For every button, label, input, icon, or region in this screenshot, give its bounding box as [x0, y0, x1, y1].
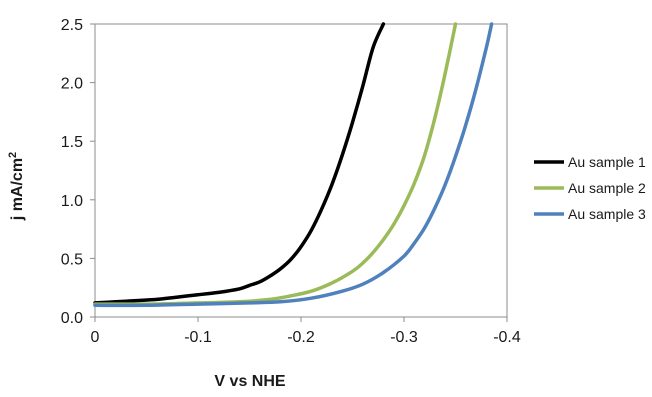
y-tick-label: 1.0	[61, 193, 83, 210]
x-axis-ticks: 0 -0.1 -0.2 -0.3 -0.4	[91, 317, 521, 346]
legend-label-3: Au sample 3	[568, 206, 646, 222]
series-layer	[93, 22, 494, 308]
x-tick-label: -0.4	[493, 329, 521, 346]
y-tick-label: 0.5	[61, 251, 83, 268]
x-axis-title: V vs NHE	[214, 373, 285, 390]
y-axis-title-main: j mA/cm	[9, 158, 26, 221]
y-tick-label: 2.5	[61, 17, 83, 34]
y-axis-title-superscript: 2	[7, 152, 19, 158]
legend-label-1: Au sample 1	[568, 154, 646, 170]
series-line-3	[93, 22, 494, 308]
legend: Au sample 1 Au sample 2 Au sample 3	[534, 154, 646, 222]
y-axis-ticks: 0.0 0.5 1.0 1.5 2.0 2.5	[61, 17, 95, 327]
x-tick-label: -0.2	[287, 329, 315, 346]
legend-label-2: Au sample 2	[568, 180, 646, 196]
y-axis-title: j mA/cm2	[7, 152, 26, 221]
y-tick-label: 0.0	[61, 310, 83, 327]
x-tick-label: -0.3	[390, 329, 418, 346]
series-line-1	[93, 22, 386, 305]
x-tick-label: -0.1	[184, 329, 212, 346]
y-tick-label: 2.0	[61, 76, 83, 93]
series-line-2	[93, 22, 458, 306]
x-tick-label: 0	[91, 329, 100, 346]
y-tick-label: 1.5	[61, 134, 83, 151]
